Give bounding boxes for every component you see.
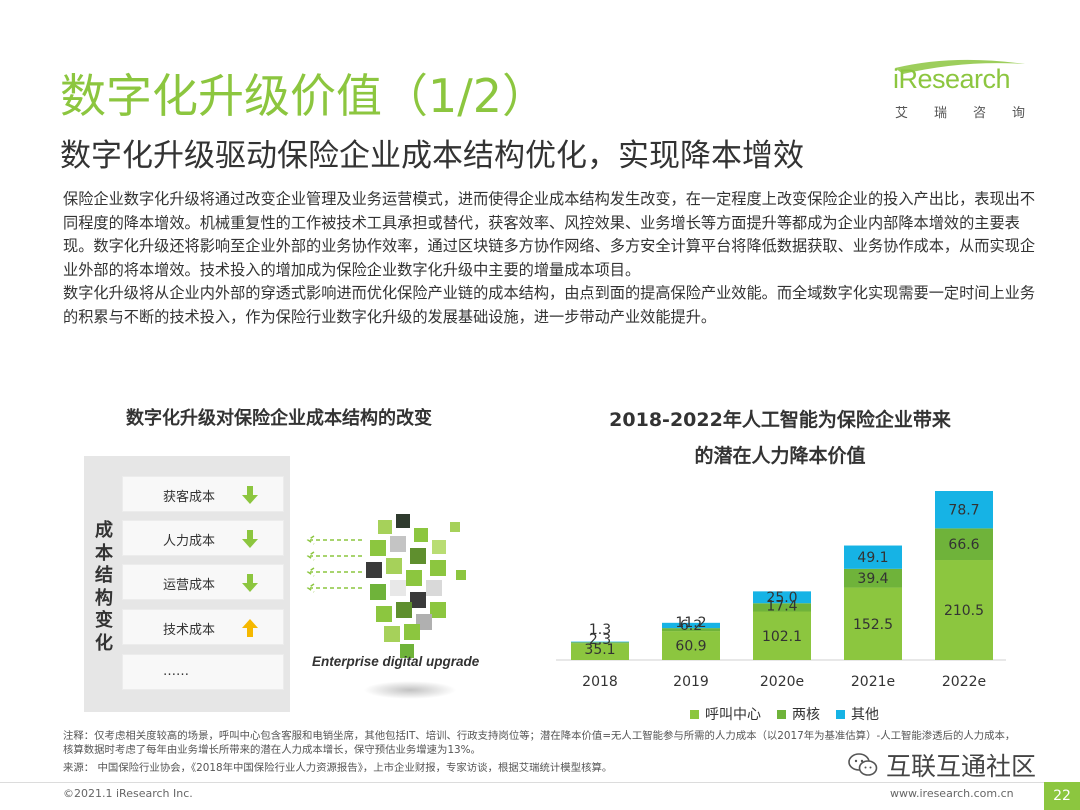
- legend-item: 两核: [777, 704, 820, 724]
- enterprise-cube-illustration: [306, 514, 466, 699]
- bar-value-label: 78.7: [948, 503, 979, 519]
- stacked-bar-chart: 35.12.31.3 2018 60.9 6.211.2 2019 102.1 17.425…: [556, 491, 1006, 690]
- cost-item-label: 获客成本: [163, 490, 216, 505]
- bar-value-label: 66.6: [948, 537, 979, 553]
- bar-segment: [935, 491, 993, 529]
- bar-value-label: 17.4: [766, 599, 797, 615]
- cost-item-label: 技术成本: [163, 623, 216, 638]
- legend-label: 其他: [851, 707, 879, 723]
- cost-structure-vertical-label: 成本结构变化: [95, 520, 113, 654]
- bar-value-label: 152.5: [853, 617, 893, 633]
- chart-title-line-2: 的潜在人力降本价值: [694, 445, 866, 467]
- enterprise-caption: Enterprise digital upgrade: [312, 654, 480, 669]
- bar-value-label: 2.3: [589, 632, 611, 648]
- bar-value-label: 210.5: [944, 603, 984, 619]
- chart-title-line-1: 2018-2022年人工智能为保险企业带来: [609, 409, 951, 431]
- bar-segment: [571, 641, 629, 643]
- cost-item-technology: 技术成本: [122, 609, 284, 645]
- x-tick-label: 2021e: [851, 674, 895, 690]
- up-arrow-icon: [242, 619, 258, 637]
- logo-chinese: 艾 瑞 咨 询: [895, 102, 1025, 121]
- body-paragraph-2: 数字化升级将从企业内外部的穿透式影响进而优化保险产业链的成本结构，由点到面的提高…: [63, 284, 1035, 326]
- bar-segment: [662, 622, 720, 629]
- cost-item-customer-acquisition: 获客成本: [122, 476, 284, 512]
- legend-label: 呼叫中心: [705, 707, 761, 723]
- bar-value-label: 25.0: [766, 590, 797, 606]
- bar-value-label: 11.2: [675, 615, 706, 631]
- left-diagram-heading: 数字化升级对保险企业成本结构的改变: [126, 408, 432, 429]
- cost-item-label: 人力成本: [163, 534, 216, 549]
- bar-value-label: 60.9: [675, 639, 706, 655]
- cost-item-label: ……: [163, 664, 189, 679]
- bar-segment: [571, 643, 629, 660]
- bar-segment: [753, 611, 811, 660]
- legend-swatch: [690, 709, 699, 719]
- cost-item-more: ……: [122, 654, 284, 690]
- page-title: 数字化升级价值（1/2）: [60, 69, 549, 123]
- logo-char: 艾: [895, 106, 909, 121]
- wechat-icon: [848, 753, 878, 776]
- watermark: 互联互通社区: [848, 747, 1036, 783]
- bar-segment: [571, 642, 629, 644]
- footnote: 注释：仅考虑相关度较高的场景，呼叫中心包含客服和电销坐席，其他包括IT、培训、行…: [63, 730, 1016, 757]
- page-subtitle: 数字化升级驱动保险企业成本结构优化，实现降本增效: [60, 138, 804, 174]
- legend-swatch: [777, 709, 786, 719]
- logo-char: 询: [1011, 106, 1025, 121]
- site-url: www.iresearch.com.cn: [890, 787, 1014, 800]
- bar-segment: [844, 545, 902, 569]
- down-arrow-icon: [242, 574, 258, 592]
- body-text: 保险企业数字化升级将通过改变企业管理及业务运营模式，进而使得企业成本结构发生改变…: [63, 188, 1038, 330]
- bar-segment: [662, 628, 720, 632]
- bar-segment: [844, 587, 902, 660]
- cost-item-operation: 运营成本: [122, 564, 284, 600]
- source-note: 来源： 中国保险行业协会，《2018年中国保险行业人力资源报告》，上市企业财报，…: [63, 762, 613, 774]
- bar-value-label: 1.3: [589, 622, 611, 638]
- legend-item: 其他: [836, 704, 879, 724]
- logo-char: 咨: [972, 106, 986, 121]
- down-arrow-icon: [242, 530, 258, 548]
- bar-segment: [935, 560, 993, 660]
- footer-divider: [0, 782, 1080, 783]
- bar-value-label: 49.1: [857, 550, 888, 566]
- chart-title: 2018-2022年人工智能为保险企业带来 的潜在人力降本价值: [560, 402, 1000, 474]
- bar-value-label: 6.2: [680, 618, 702, 634]
- copyright: ©2021.1 iResearch Inc.: [63, 787, 193, 800]
- x-tick-label: 2019: [673, 674, 709, 690]
- cost-item-labor: 人力成本: [122, 520, 284, 556]
- bar-segment: [844, 568, 902, 588]
- down-arrow-icon: [242, 486, 258, 504]
- x-tick-label: 2020e: [760, 674, 804, 690]
- bar-segment: [753, 591, 811, 604]
- x-tick-label: 2018: [582, 674, 618, 690]
- bar-segment: [935, 528, 993, 561]
- logo-wordmark: iResearch: [893, 64, 1011, 94]
- legend-item: 呼叫中心: [690, 704, 761, 724]
- bar-value-label: 39.4: [857, 571, 888, 587]
- logo-swoosh-icon: [895, 59, 1025, 74]
- legend-swatch: [836, 709, 845, 719]
- dashed-arrow-lines: [306, 535, 362, 593]
- logo-char: 瑞: [933, 106, 947, 121]
- x-tick-label: 2022e: [942, 674, 986, 690]
- page-number: 22: [1044, 782, 1080, 810]
- watermark-text: 互联互通社区: [886, 752, 1037, 781]
- cube-shadow: [364, 681, 456, 699]
- body-paragraph-1: 保险企业数字化升级将通过改变企业管理及业务运营模式，进而使得企业成本结构发生改变…: [63, 190, 1035, 279]
- chart-legend: 呼叫中心 两核 其他: [690, 704, 879, 724]
- bar-segment: [753, 603, 811, 612]
- iresearch-logo: iResearch 艾 瑞 咨 询: [893, 58, 1033, 124]
- bar-value-label: 35.1: [584, 642, 615, 658]
- cost-item-label: 运营成本: [163, 578, 216, 593]
- bar-segment: [662, 631, 720, 660]
- legend-label: 两核: [792, 707, 820, 723]
- bar-value-label: 102.1: [762, 629, 802, 645]
- cube-blocks: [366, 514, 466, 658]
